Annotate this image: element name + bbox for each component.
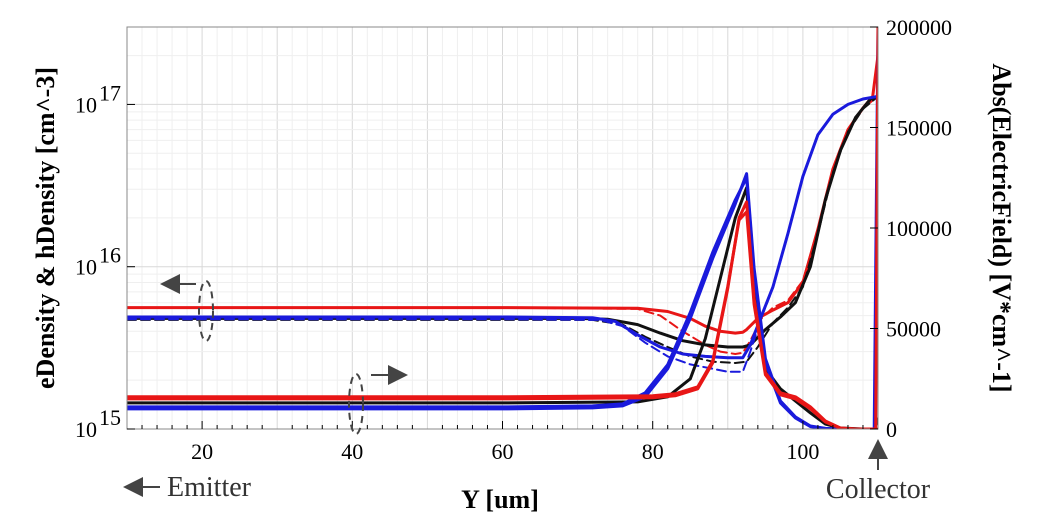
series-density-red-dash [127, 95, 878, 355]
collector-label: Collector [826, 474, 931, 505]
y-left-tick-label: 10 [75, 255, 97, 280]
y-right-tick-label: 100000 [886, 216, 952, 241]
x-axis-title: Y [um] [461, 485, 539, 514]
y-axis-left-title: eDensity & hDensity [cm^-3] [31, 67, 60, 389]
x-tick-label: 20 [191, 439, 213, 464]
y-right-tick-label: 150000 [886, 116, 952, 141]
y-axis-right-title: Abs(ElectricField) [V*cm^-1] [987, 63, 1016, 392]
x-tick-label: 60 [492, 439, 514, 464]
y-left-tick-exponent: 15 [99, 405, 121, 430]
y-left-tick-label: 10 [75, 417, 97, 442]
y-right-tick-label: 0 [886, 417, 897, 442]
series-efield-red-2 [127, 210, 878, 429]
x-tick-label: 100 [786, 439, 819, 464]
y-left-tick-exponent: 17 [99, 80, 121, 105]
y-right-tick-label: 200000 [886, 15, 952, 40]
density-group-marker [198, 280, 214, 342]
emitter-label: Emitter [167, 472, 252, 503]
x-tick-label: 40 [341, 439, 363, 464]
series-density-blue-dash [127, 95, 878, 373]
y-left-tick-exponent: 16 [99, 243, 121, 268]
x-tick-label: 80 [642, 439, 664, 464]
y-right-tick-label: 50000 [886, 317, 941, 342]
efield-group-marker [348, 373, 364, 435]
y-left-tick-label: 10 [75, 92, 97, 117]
